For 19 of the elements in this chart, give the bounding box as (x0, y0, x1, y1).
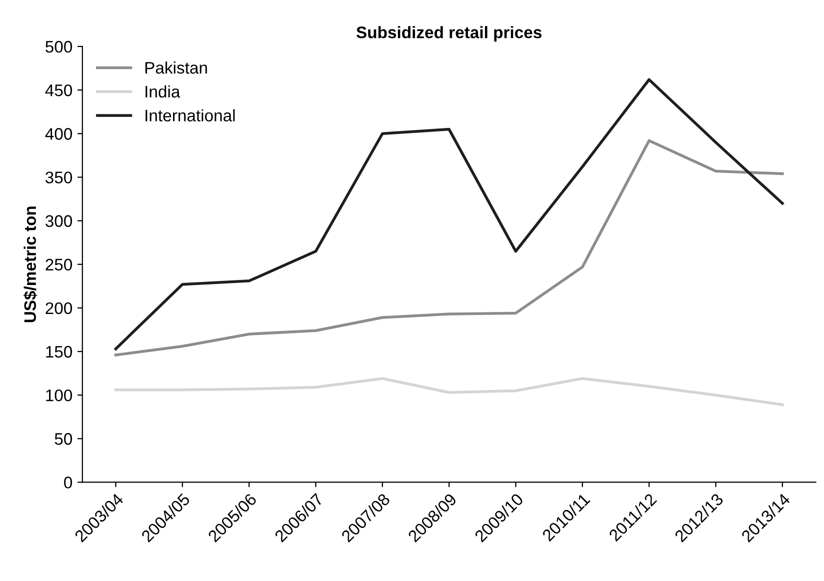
y-tick-label: 100 (46, 389, 72, 402)
y-tick-label: 300 (46, 215, 72, 227)
line-series (114, 377, 784, 406)
legend-label: India (146, 85, 180, 98)
y-tick-label: 500 (46, 40, 72, 53)
y-tick-label: 200 (46, 302, 72, 314)
legend-label: International (146, 109, 235, 122)
legend-label: Pakistan (145, 61, 207, 74)
chart-title: Subsidized retail prices (356, 26, 542, 42)
y-tick-label: 50 (54, 433, 72, 445)
line-series (114, 139, 784, 356)
y-tick-label: 400 (45, 128, 72, 140)
y-axis-title: US$/metric ton (23, 206, 38, 322)
y-tick-label: 350 (46, 172, 72, 184)
y-tick-label: 150 (46, 346, 72, 358)
y-tick-label: 0 (64, 476, 72, 488)
y-tick-label: 450 (45, 84, 72, 96)
line-series (114, 78, 784, 350)
y-tick-label: 250 (46, 258, 72, 271)
